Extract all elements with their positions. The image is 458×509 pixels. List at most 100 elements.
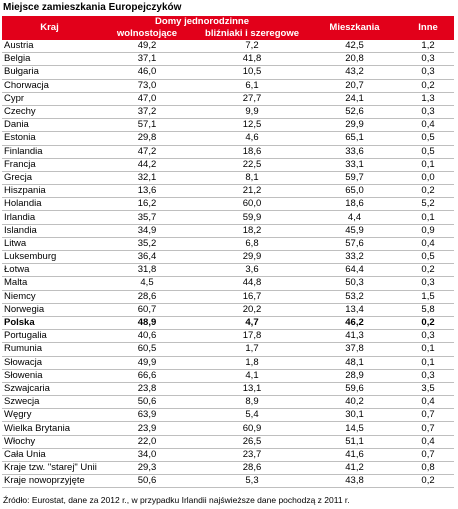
- country-cell: Estonia: [2, 131, 97, 146]
- value-cell: 41,6: [307, 448, 403, 463]
- table-row: Szwecja 50,6 8,9 40,2 0,4: [2, 395, 455, 410]
- header-cell: Mieszkania: [307, 16, 403, 40]
- value-cell: 1,2: [402, 40, 455, 54]
- value-cell: 6,1: [197, 79, 308, 93]
- table-row: Cała Unia 34,0 23,7 41,6 0,7: [2, 448, 455, 463]
- value-cell: 46,2: [307, 316, 403, 331]
- value-cell: 43,2: [307, 65, 403, 80]
- value-cell: 26,5: [197, 435, 308, 449]
- value-cell: 0,3: [402, 52, 455, 67]
- value-cell: 73,0: [97, 79, 197, 93]
- table-row: Niemcy 28,6 16,7 53,2 1,5: [2, 290, 455, 304]
- value-cell: 40,2: [307, 395, 403, 410]
- value-cell: 0,7: [402, 421, 455, 436]
- value-cell: 48,1: [307, 356, 403, 370]
- value-cell: 66,6: [97, 369, 197, 383]
- value-cell: 0,2: [402, 263, 455, 278]
- value-cell: 60,7: [97, 303, 197, 317]
- value-cell: 17,8: [197, 329, 308, 344]
- value-cell: 12,5: [197, 118, 308, 133]
- value-cell: 13,6: [97, 184, 197, 199]
- country-cell: Rumunia: [2, 342, 97, 357]
- header-cell: bliźniaki i szeregowe: [197, 28, 308, 40]
- table-row: Norwegia 60,7 20,2 13,4 5,8: [2, 303, 455, 317]
- value-cell: 4,5: [97, 276, 197, 291]
- table-row: Luksemburg 36,4 29,9 33,2 0,5: [2, 250, 455, 265]
- table-row: Finlandia 47,2 18,6 33,6 0,5: [2, 145, 455, 159]
- value-cell: 24,1: [307, 92, 403, 106]
- value-cell: 5,3: [197, 474, 308, 489]
- value-cell: 40,6: [97, 329, 197, 344]
- value-cell: 3,6: [197, 263, 308, 278]
- value-cell: 10,5: [197, 65, 308, 80]
- value-cell: 60,5: [97, 342, 197, 357]
- value-cell: 1,3: [402, 92, 455, 106]
- table-row: Słowacja 49,9 1,8 48,1 0,1: [2, 356, 455, 370]
- table-row: Belgia 37,1 41,8 20,8 0,3: [2, 52, 455, 67]
- value-cell: 0,4: [402, 435, 455, 449]
- value-cell: 42,5: [307, 40, 403, 54]
- value-cell: 63,9: [97, 408, 197, 423]
- value-cell: 20,7: [307, 79, 403, 93]
- value-cell: 53,2: [307, 290, 403, 304]
- value-cell: 20,8: [307, 52, 403, 67]
- value-cell: 28,6: [197, 461, 308, 476]
- value-cell: 23,7: [197, 448, 308, 463]
- value-cell: 1,7: [197, 342, 308, 357]
- value-cell: 65,1: [307, 131, 403, 146]
- table-row: Estonia 29,8 4,6 65,1 0,5: [2, 131, 455, 146]
- value-cell: 59,6: [307, 382, 403, 397]
- country-cell: Dania: [2, 118, 97, 133]
- country-cell: Kraje nowoprzyjęte: [2, 474, 97, 489]
- value-cell: 46,0: [97, 65, 197, 80]
- value-cell: 49,9: [97, 356, 197, 370]
- value-cell: 31,8: [97, 263, 197, 278]
- table-row: Holandia 16,2 60,0 18,6 5,2: [2, 197, 455, 212]
- table-row: Hiszpania 13,6 21,2 65,0 0,2: [2, 184, 455, 199]
- value-cell: 6,8: [197, 237, 308, 252]
- country-cell: Kraje tzw. "starej" Unii: [2, 461, 97, 476]
- value-cell: 7,2: [197, 40, 308, 54]
- value-cell: 0,2: [402, 474, 455, 489]
- value-cell: 0,4: [402, 395, 455, 410]
- value-cell: 51,1: [307, 435, 403, 449]
- value-cell: 0,4: [402, 118, 455, 133]
- country-cell: Belgia: [2, 52, 97, 67]
- value-cell: 0,3: [402, 65, 455, 80]
- table-row: Chorwacja 73,0 6,1 20,7 0,2: [2, 79, 455, 93]
- country-cell: Islandia: [2, 224, 97, 238]
- value-cell: 37,1: [97, 52, 197, 67]
- value-cell: 48,9: [97, 316, 197, 331]
- header-cell: wolnostojące: [97, 28, 197, 40]
- value-cell: 0,3: [402, 369, 455, 383]
- value-cell: 33,2: [307, 250, 403, 265]
- value-cell: 0,4: [402, 237, 455, 252]
- value-cell: 0,1: [402, 210, 455, 225]
- table-row: Wielka Brytania 23,9 60,9 14,5 0,7: [2, 421, 455, 436]
- country-cell: Finlandia: [2, 145, 97, 159]
- table-row: Dania 57,1 12,5 29,9 0,4: [2, 118, 455, 133]
- table-row: Włochy 22,0 26,5 51,1 0,4: [2, 435, 455, 449]
- value-cell: 4,6: [197, 131, 308, 146]
- value-cell: 0,3: [402, 329, 455, 344]
- value-cell: 59,9: [197, 210, 308, 225]
- value-cell: 41,8: [197, 52, 308, 67]
- value-cell: 0,5: [402, 145, 455, 159]
- country-cell: Węgry: [2, 408, 97, 423]
- value-cell: 44,8: [197, 276, 308, 291]
- value-cell: 22,5: [197, 158, 308, 172]
- value-cell: 28,9: [307, 369, 403, 383]
- table-row: Węgry 63,9 5,4 30,1 0,7: [2, 408, 455, 423]
- country-cell: Irlandia: [2, 210, 97, 225]
- value-cell: 1,8: [197, 356, 308, 370]
- value-cell: 33,6: [307, 145, 403, 159]
- value-cell: 32,1: [97, 171, 197, 186]
- table-body: Austria 49,2 7,2 42,5 1,2 Belgia 37,1 41,8 20,8 0…: [2, 40, 455, 489]
- country-cell: Grecja: [2, 171, 97, 186]
- country-cell: Chorwacja: [2, 79, 97, 93]
- value-cell: 0,5: [402, 131, 455, 146]
- country-cell: Portugalia: [2, 329, 97, 344]
- country-cell: Szwecja: [2, 395, 97, 410]
- value-cell: 14,5: [307, 421, 403, 436]
- source-note: Źródło: Eurostat, dane za 2012 r., w prz…: [3, 495, 350, 505]
